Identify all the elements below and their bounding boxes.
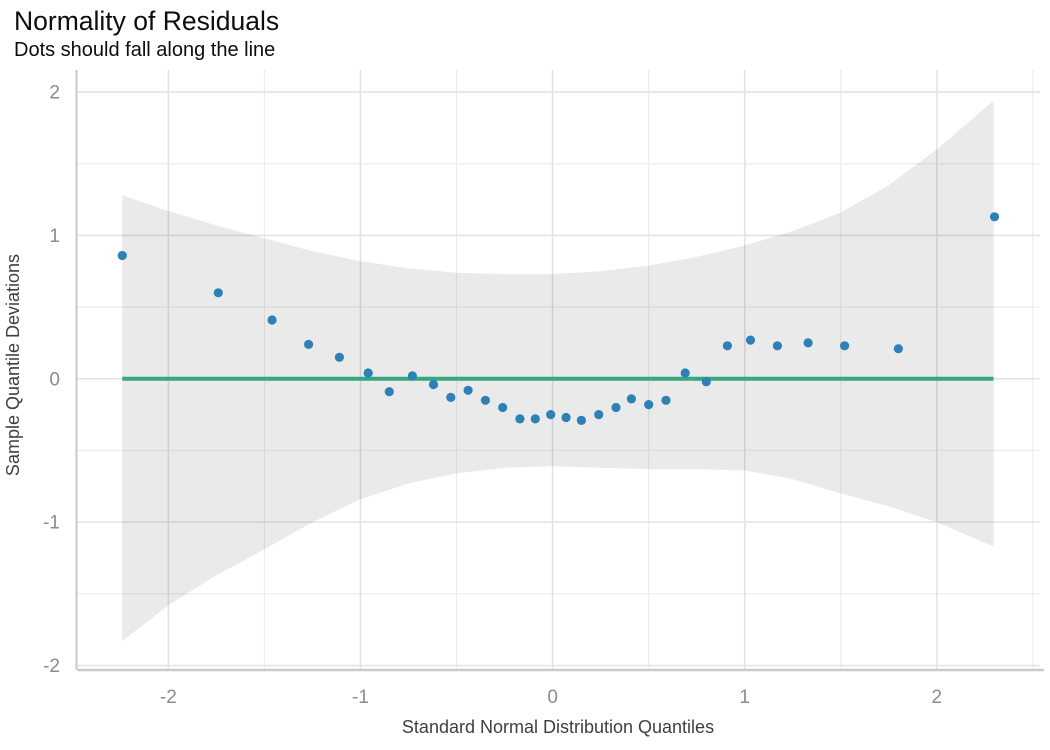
data-point: [530, 414, 540, 424]
y-tick-label: -2: [43, 656, 60, 677]
data-point: [840, 341, 850, 351]
data-point: [611, 402, 621, 413]
data-point: [384, 387, 394, 397]
y-tick-label: 1: [49, 226, 60, 247]
data-point: [680, 368, 690, 378]
data-point: [407, 371, 417, 381]
data-point: [334, 352, 344, 362]
data-point: [515, 414, 525, 424]
data-point: [594, 410, 604, 420]
data-point: [803, 338, 813, 348]
x-tick-label: -1: [352, 687, 369, 708]
data-point: [661, 395, 671, 405]
data-point: [772, 341, 783, 351]
data-point: [989, 212, 1000, 222]
chart-subtitle: Dots should fall along the line: [14, 39, 275, 61]
x-tick-label: 0: [547, 687, 558, 708]
x-tick-label: 1: [739, 687, 750, 708]
x-tick-label: -2: [160, 687, 177, 708]
data-point: [745, 335, 756, 345]
y-axis-title: Sample Quantile Deviations: [3, 254, 23, 476]
data-point: [304, 339, 314, 349]
data-point: [267, 315, 277, 325]
y-tick-label: 2: [49, 83, 60, 104]
chart-title: Normality of Residuals: [14, 6, 279, 36]
data-point: [701, 377, 711, 387]
data-point: [498, 402, 508, 413]
data-point: [626, 394, 637, 404]
data-point: [463, 385, 473, 395]
y-tick-label: 0: [49, 369, 60, 390]
confidence-band: [122, 100, 994, 642]
confidence-band-layer: [122, 100, 994, 642]
data-point: [576, 415, 587, 425]
data-point: [480, 395, 490, 405]
y-tick-label: -1: [43, 513, 60, 534]
data-point: [644, 400, 654, 410]
axis-line-layer: [75, 70, 1044, 672]
x-axis-title: Standard Normal Distribution Quantiles: [402, 717, 714, 737]
data-point: [446, 392, 456, 402]
data-point: [722, 341, 733, 351]
data-point: [428, 379, 439, 390]
data-point: [546, 410, 556, 420]
x-tick-label: 2: [932, 687, 943, 708]
data-point: [213, 288, 223, 298]
data-point: [893, 344, 904, 354]
data-point: [363, 368, 373, 378]
points-layer: [117, 212, 1000, 425]
tick-label-layer: -2 -1 0 1 2 -2 -1 0 1 2: [43, 83, 942, 708]
data-point: [117, 250, 127, 261]
data-point: [561, 412, 571, 423]
